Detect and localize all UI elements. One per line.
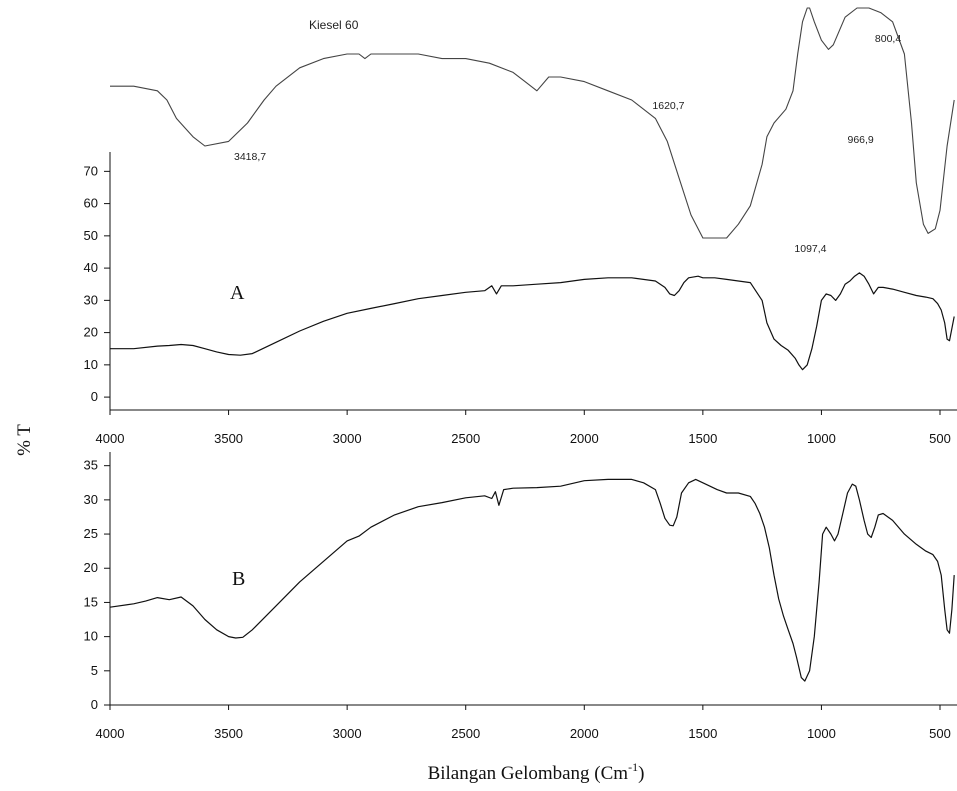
panel-b-ytick-label: 15 xyxy=(84,594,98,609)
kiesel-label: Kiesel 60 xyxy=(309,18,359,32)
panel-b-ytick-label: 0 xyxy=(91,697,98,712)
panel-a-xtick-label: 500 xyxy=(929,431,951,446)
panel-b-xtick-label: 2000 xyxy=(570,726,599,741)
panel-a: 0 10 20 30 40 50 60 70 4000 3500 3000 2500 2000 1500… xyxy=(84,152,957,446)
kiesel-trace xyxy=(110,7,955,239)
panel-b: 0 5 10 15 20 25 30 35 4000 3500 3000 2500 2000 1500 1… xyxy=(84,452,957,741)
x-axis-title-sup: -1 xyxy=(628,760,638,774)
kiesel-peak-label: 966,9 xyxy=(848,134,874,146)
x-axis-title: Bilangan Gelombang (Cm-1) xyxy=(428,760,645,784)
panel-a-xtick-label: 2000 xyxy=(570,431,599,446)
x-axis-title-close: ) xyxy=(638,763,644,784)
panel-a-ytick-label: 60 xyxy=(84,196,98,211)
panel-b-label: B xyxy=(232,568,245,590)
y-axis-title: % T xyxy=(14,424,35,456)
panel-a-xtick-label: 1000 xyxy=(807,431,836,446)
panel-a-ytick-label: 0 xyxy=(91,389,98,404)
kiesel-peak-label: 800,4 xyxy=(875,33,901,45)
panel-a-ytick-label: 70 xyxy=(84,163,98,178)
kiesel-spectrum: Kiesel 60 3418,71620,71097,4966,9800,446… xyxy=(110,7,955,255)
panel-a-label: A xyxy=(230,282,245,304)
panel-a-ytick-label: 20 xyxy=(84,325,98,340)
spectrum-a-trace xyxy=(110,272,955,371)
kiesel-peak-label: 1097,4 xyxy=(794,243,826,255)
panel-b-xtick-label: 4000 xyxy=(96,726,125,741)
panel-a-xtick-label: 3500 xyxy=(214,431,243,446)
spectrum-b-trace xyxy=(109,478,955,682)
panel-a-xtick-label: 4000 xyxy=(96,431,125,446)
panel-a-ytick-label: 50 xyxy=(84,228,98,243)
panel-b-xtick-label: 2500 xyxy=(451,726,480,741)
panel-a-xtick-label: 1500 xyxy=(688,431,717,446)
x-axis-title-main: Bilangan Gelombang (Cm xyxy=(428,763,629,784)
panel-b-ytick-label: 20 xyxy=(84,560,98,575)
panel-b-xtick-label: 500 xyxy=(929,726,951,741)
panel-b-xtick-label: 3000 xyxy=(333,726,362,741)
panel-a-ytick-label: 40 xyxy=(84,260,98,275)
kiesel-peak-label: 3418,7 xyxy=(234,151,266,163)
panel-b-ytick-label: 35 xyxy=(84,458,98,473)
panel-a-xtick-label: 2500 xyxy=(451,431,480,446)
panel-b-ytick-label: 30 xyxy=(84,492,98,507)
panel-b-xtick-label: 1500 xyxy=(688,726,717,741)
panel-a-ytick-label: 30 xyxy=(84,292,98,307)
panel-b-ytick-label: 5 xyxy=(91,663,98,678)
panel-b-ytick-label: 25 xyxy=(84,526,98,541)
panel-b-xtick-label: 1000 xyxy=(807,726,836,741)
panel-b-ytick-label: 10 xyxy=(84,629,98,644)
panel-a-ytick-label: 10 xyxy=(84,357,98,372)
panel-b-xtick-label: 3500 xyxy=(214,726,243,741)
kiesel-peak-label: 1620,7 xyxy=(652,100,684,112)
panel-a-xtick-label: 3000 xyxy=(333,431,362,446)
